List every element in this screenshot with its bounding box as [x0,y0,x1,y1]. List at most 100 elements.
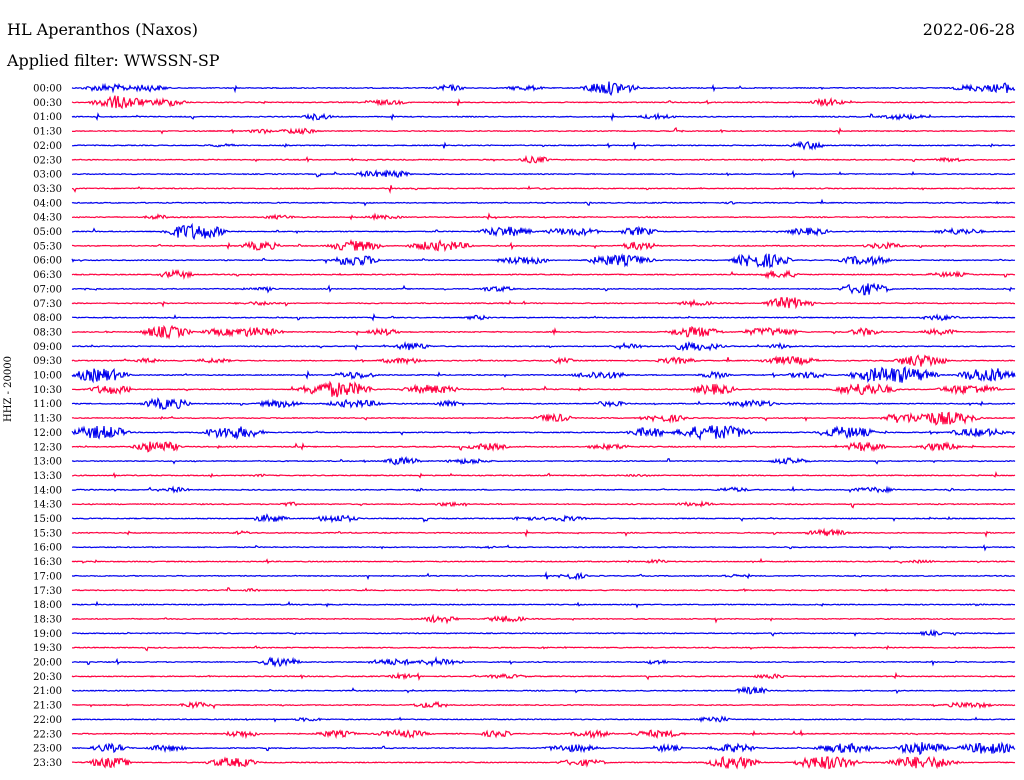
trace-line-0600 [71,253,1016,269]
trace-line-0330 [71,185,1015,194]
time-tick-label: 00:00 [33,84,62,95]
trace-line-0230 [71,154,1016,164]
time-tick-label: 23:00 [33,744,62,755]
trace-line-1130 [71,411,1016,426]
time-tick-label: 02:30 [33,155,62,166]
trace-line-0930 [71,354,1016,368]
time-tick-label: 09:30 [33,356,62,367]
trace-line-1730 [71,587,1016,593]
time-tick-label: 19:30 [33,643,62,654]
time-tick-label: 01:00 [33,112,62,123]
time-tick-label: 17:00 [33,571,62,582]
time-tick-label: 20:00 [33,658,62,669]
trace-line-0430 [71,212,1016,222]
trace-line-2300 [72,741,1016,756]
trace-line-0000 [71,81,1016,97]
trace-line-0500 [72,222,1016,241]
time-tick-label: 03:30 [33,184,62,195]
trace-line-0700 [71,282,1016,296]
trace-line-1800 [71,600,1015,609]
time-tick-label: 18:00 [33,600,62,611]
time-tick-label: 09:00 [33,342,62,353]
date-label: 2022-06-28 [922,20,1015,39]
trace-line-1400 [71,485,1016,494]
time-tick-label: 21:00 [33,686,62,697]
trace-line-1830 [71,613,1016,625]
trace-line-0830 [71,324,1016,340]
time-tick-label: 11:00 [33,399,62,410]
trace-line-1700 [71,571,1016,581]
time-tick-label: 11:30 [33,414,62,425]
time-tick-label: 04:00 [33,198,62,209]
trace-line-1330 [72,471,1016,479]
time-tick-label: 17:30 [33,586,62,597]
trace-line-0900 [71,340,1016,352]
trace-line-1030 [71,380,1016,398]
time-tick-label: 16:00 [33,543,62,554]
time-tick-label: 14:30 [33,500,62,511]
time-tick-label: 05:30 [33,241,62,252]
time-tick-label: 21:30 [33,701,62,712]
time-tick-label: 08:00 [33,313,62,324]
time-tick-label: 13:00 [33,457,62,468]
time-tick-label: 23:30 [33,758,62,769]
trace-line-0800 [71,313,1016,322]
trace-line-0630 [71,268,1016,280]
trace-line-1300 [71,456,1016,466]
time-tick-label: 08:30 [33,327,62,338]
time-tick-label: 18:30 [33,614,62,625]
time-tick-label: 12:30 [33,442,62,453]
time-tick-label: 16:30 [33,557,62,568]
trace-line-0300 [71,169,1016,179]
time-tick-label: 10:30 [33,385,62,396]
time-tick-label: 15:30 [33,528,62,539]
trace-line-1530 [71,527,1016,538]
trace-line-0530 [71,238,1016,253]
trace-line-2000 [71,655,1016,668]
trace-line-0400 [71,198,1016,207]
trace-line-0730 [71,297,1016,310]
time-tick-label: 14:00 [33,485,62,496]
trace-line-1600 [72,544,1016,552]
trace-line-2230 [71,728,1016,740]
trace-line-2200 [71,715,1016,723]
trace-line-2100 [71,685,1016,695]
trace-line-1900 [71,628,1015,638]
time-tick-label: 20:30 [33,672,62,683]
time-tick-label: 22:00 [33,715,62,726]
time-tick-label: 22:30 [33,729,62,740]
time-tick-label: 06:00 [33,256,62,267]
time-tick-label: 15:00 [33,514,62,525]
time-tick-label: 12:00 [33,428,62,439]
trace-line-0200 [71,140,1016,151]
time-tick-label: 19:00 [33,629,62,640]
time-tick-label: 02:00 [33,141,62,152]
station-title: HL Aperanthos (Naxos) [7,20,198,39]
trace-line-1230 [71,441,1016,453]
filter-label: Applied filter: WWSSN-SP [7,51,220,70]
trace-line-1000 [71,366,1016,384]
trace-line-2330 [71,755,1016,770]
time-tick-label: 07:00 [33,284,62,295]
trace-line-1200 [71,425,1016,441]
time-tick-label: 01:30 [33,127,62,138]
trace-line-1630 [71,557,1016,565]
trace-line-0130 [71,126,1015,136]
trace-line-0030 [71,95,1016,110]
trace-line-1100 [71,397,1016,411]
trace-line-1500 [71,513,1016,524]
time-tick-label: 07:30 [33,299,62,310]
trace-line-2030 [71,671,1016,682]
time-tick-label: 00:30 [33,98,62,109]
trace-line-2130 [72,700,1016,710]
time-tick-label: 04:30 [33,213,62,224]
trace-line-1430 [71,500,1016,509]
trace-line-0100 [71,112,1016,122]
time-tick-label: 06:30 [33,270,62,281]
time-tick-label: 13:30 [33,471,62,482]
trace-line-1930 [71,644,1016,652]
time-tick-label: 05:00 [33,227,62,238]
time-tick-label: 10:00 [33,371,62,382]
time-tick-label: 03:00 [33,170,62,181]
